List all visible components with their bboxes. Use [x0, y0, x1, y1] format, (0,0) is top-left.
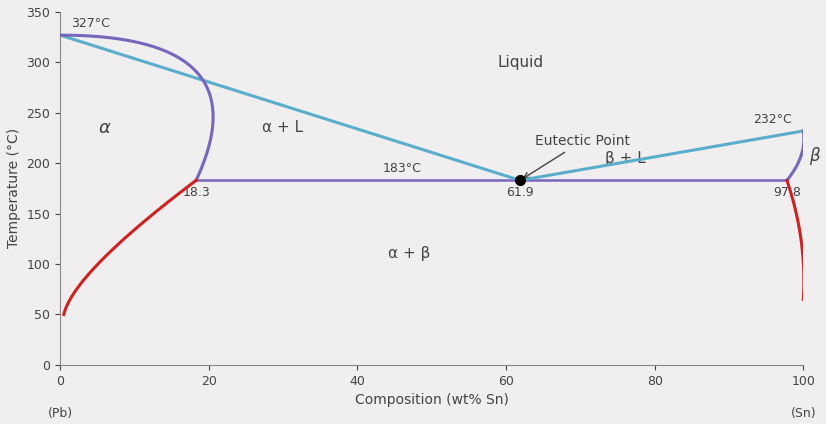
- X-axis label: Composition (wt% Sn): Composition (wt% Sn): [354, 393, 509, 407]
- Text: α: α: [99, 119, 111, 137]
- Text: 327°C: 327°C: [71, 17, 110, 30]
- Text: (Sn): (Sn): [790, 407, 816, 420]
- Text: α + L: α + L: [263, 120, 304, 135]
- Text: β: β: [809, 147, 820, 165]
- Text: β + L: β + L: [605, 151, 645, 166]
- Text: 97.8: 97.8: [773, 187, 801, 199]
- Text: Eutectic Point: Eutectic Point: [524, 134, 630, 178]
- Text: α + β: α + β: [388, 246, 430, 262]
- Text: Liquid: Liquid: [498, 55, 544, 70]
- Text: 232°C: 232°C: [753, 113, 792, 126]
- Text: 61.9: 61.9: [506, 187, 534, 199]
- Text: 18.3: 18.3: [183, 187, 210, 199]
- Text: (Pb): (Pb): [48, 407, 73, 420]
- Y-axis label: Temperature (°C): Temperature (°C): [7, 128, 21, 248]
- Text: 183°C: 183°C: [382, 162, 421, 175]
